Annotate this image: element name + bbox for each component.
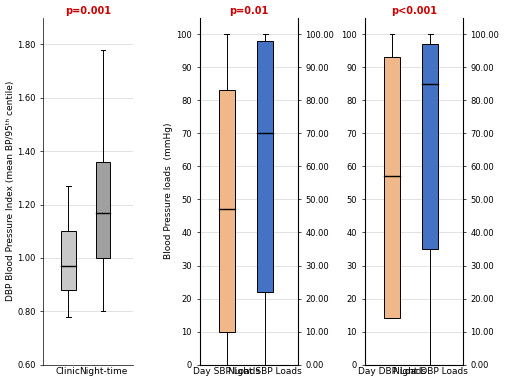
FancyBboxPatch shape <box>95 162 111 258</box>
Y-axis label: Blood Pressure loads  (mmHg): Blood Pressure loads (mmHg) <box>165 123 173 259</box>
FancyBboxPatch shape <box>384 57 400 319</box>
FancyBboxPatch shape <box>61 231 76 290</box>
FancyBboxPatch shape <box>219 91 235 332</box>
FancyBboxPatch shape <box>422 44 438 249</box>
Title: p=0.001: p=0.001 <box>65 6 111 16</box>
Title: p=0.01: p=0.01 <box>229 6 268 16</box>
Y-axis label: DBP Blood Pressure Index (mean BP/95ᵗʰ centile): DBP Blood Pressure Index (mean BP/95ᵗʰ c… <box>6 81 15 301</box>
Title: p<0.001: p<0.001 <box>391 6 437 16</box>
FancyBboxPatch shape <box>257 41 273 292</box>
